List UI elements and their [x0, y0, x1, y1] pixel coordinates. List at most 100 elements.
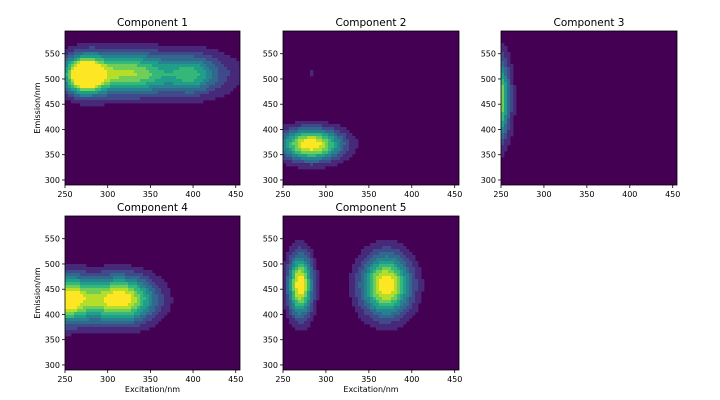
contour-cell: [137, 82, 141, 86]
contour-cell: [98, 61, 102, 65]
contour-cell: [122, 273, 126, 277]
contour-cell: [388, 279, 392, 283]
contour-cell: [394, 240, 398, 244]
x-tick-label: 400: [185, 190, 200, 199]
contour-cell: [373, 288, 377, 292]
contour-cell: [391, 258, 395, 262]
contour-cell: [283, 273, 287, 277]
contour-cell: [77, 306, 81, 310]
contour-cell: [152, 300, 156, 304]
contour-cell: [116, 291, 120, 295]
contour-cell: [397, 297, 401, 301]
contour-cell: [325, 160, 329, 164]
contour-cell: [301, 324, 305, 328]
contour-cell: [292, 243, 296, 247]
contour-cell: [370, 294, 374, 298]
contour-cell: [149, 55, 153, 59]
contour-cell: [101, 94, 105, 98]
contour-cell: [203, 82, 207, 86]
contour-cell: [116, 49, 120, 53]
contour-cell: [128, 327, 132, 331]
contour-cell: [158, 88, 162, 92]
contour-cell: [80, 291, 84, 295]
contour-cell: [212, 70, 216, 74]
contour-cell: [188, 52, 192, 56]
contour-cell: [95, 52, 99, 56]
contour-cell: [83, 300, 87, 304]
contour-cell: [409, 306, 413, 310]
contour-cell: [313, 285, 317, 289]
contour-cell: [394, 279, 398, 283]
contour-cell: [349, 154, 353, 158]
contour-cell: [158, 315, 162, 319]
contour-cell: [301, 240, 305, 244]
contour-cell: [367, 303, 371, 307]
contour-cell: [334, 127, 338, 131]
contour-cell: [152, 64, 156, 68]
contour-cell: [146, 58, 150, 62]
contour-cell: [298, 160, 302, 164]
contour-cell: [507, 124, 511, 128]
contour-cell: [104, 94, 108, 98]
contour-cell: [310, 139, 314, 143]
contour-cell: [209, 58, 213, 62]
contour-cell: [316, 121, 320, 125]
contour-cell: [74, 321, 78, 325]
contour-cell: [65, 55, 69, 59]
contour-cell: [68, 88, 72, 92]
contour-cell: [113, 276, 117, 280]
contour-cell: [310, 279, 314, 283]
contour-cell: [77, 67, 81, 71]
contour-cell: [292, 139, 296, 143]
contour-field: [65, 264, 174, 337]
contour-cell: [391, 264, 395, 268]
contour-cell: [146, 306, 150, 310]
contour-cell: [86, 97, 90, 101]
contour-cell: [227, 55, 231, 59]
contour-cell: [236, 67, 240, 71]
contour-cell: [289, 163, 293, 167]
contour-cell: [507, 85, 511, 89]
contour-cell: [107, 264, 111, 268]
contour-cell: [98, 97, 102, 101]
contour-cell: [125, 64, 129, 68]
contour-cell: [218, 76, 222, 80]
contour-cell: [301, 166, 305, 170]
contour-cell: [146, 46, 150, 50]
contour-cell: [71, 270, 75, 274]
contour-cell: [134, 52, 138, 56]
contour-cell: [370, 246, 374, 250]
contour-cell: [304, 267, 308, 271]
contour-cell: [113, 49, 117, 53]
contour-cell: [382, 273, 386, 277]
contour-cell: [104, 82, 108, 86]
contour-cell: [382, 240, 386, 244]
contour-cell: [167, 49, 171, 53]
contour-cell: [143, 327, 147, 331]
contour-cell: [149, 88, 153, 92]
contour-cell: [292, 148, 296, 152]
contour-cell: [394, 309, 398, 313]
contour-cell: [137, 64, 141, 68]
contour-cell: [292, 276, 296, 280]
contour-cell: [188, 73, 192, 77]
contour-cell: [292, 133, 296, 137]
contour-cell: [209, 82, 213, 86]
contour-cell: [400, 297, 404, 301]
contour-cell: [289, 160, 293, 164]
contour-cell: [146, 279, 150, 283]
contour-cell: [215, 70, 219, 74]
contour-cell: [89, 94, 93, 98]
contour-cell: [86, 324, 90, 328]
contour-cell: [325, 121, 329, 125]
contour-cell: [304, 154, 308, 158]
contour-cell: [304, 243, 308, 247]
contour-cell: [95, 300, 99, 304]
contour-cell: [80, 324, 84, 328]
contour-cell: [65, 97, 69, 101]
contour-cell: [122, 76, 126, 80]
contour-cell: [89, 324, 93, 328]
contour-cell: [125, 270, 129, 274]
contour-cell: [298, 252, 302, 256]
